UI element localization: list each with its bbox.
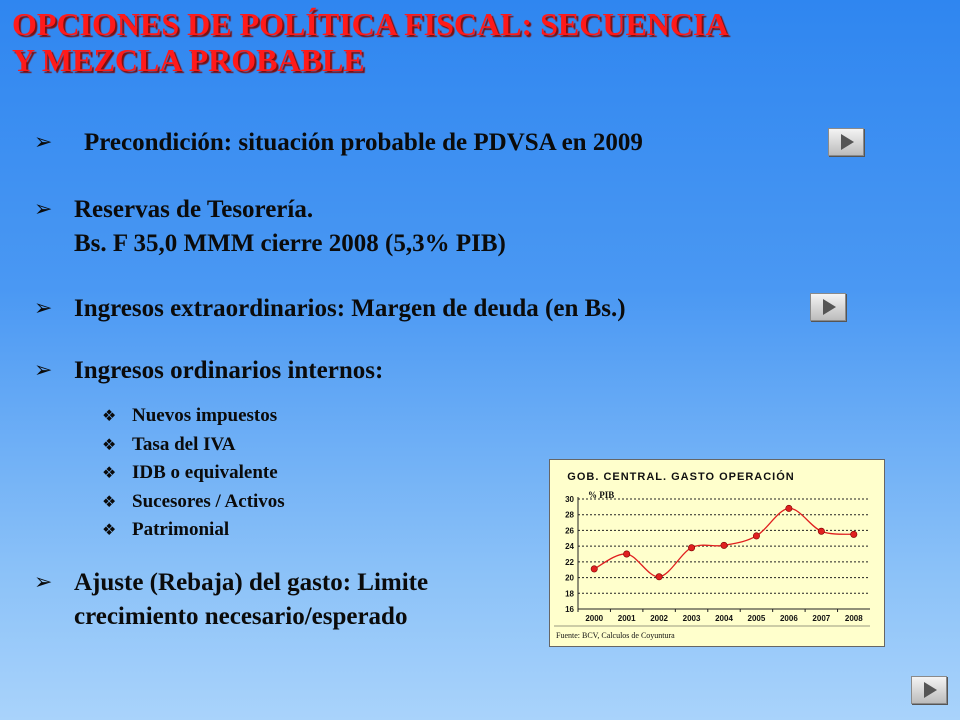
bullet-ingresos-ordinarios: ➢ Ingresos ordinarios internos: [34,354,383,388]
arrow-bullet-icon: ➢ [34,570,53,595]
list-item: ❖ Patrimonial [102,516,285,545]
chart-svg: GOB. CENTRAL. GASTO OPERACIÓN % PIB Fuen… [551,461,883,645]
data-point [817,527,825,535]
x-tick-label: 2002 [650,614,668,623]
play-button-margen-deuda[interactable] [810,293,846,321]
y-tick-label: 30 [565,495,574,504]
y-tick-label: 20 [565,574,574,583]
bullet-text: Bs. F 35,0 MMM cierre 2008 (5,3% PIB) [74,230,506,257]
list-item: ❖ IDB o equivalente [102,459,285,488]
y-tick-label: 18 [565,589,574,598]
data-point [850,530,858,538]
arrow-bullet-icon: ➢ [34,197,53,222]
data-point [752,532,760,540]
data-point [623,550,631,558]
x-tick-label: 2008 [845,614,863,623]
chart-ylabel: % PIB [588,490,614,500]
diamond-bullet-icon: ❖ [102,406,117,425]
x-tick-label: 2004 [715,614,733,623]
bullet-precondicion: ➢ Precondición: situación probable de PD… [34,126,643,160]
list-item: ❖ Sucesores / Activos [102,488,285,517]
y-tick-label: 28 [565,511,574,520]
data-point [720,541,728,549]
sub-item-list: ❖ Nuevos impuestos ❖ Tasa del IVA ❖ IDB o e… [102,402,285,545]
title-line-2: Y MEZCLA PROBABLE [12,42,365,78]
x-tick-label: 2005 [748,614,766,623]
y-tick-label: 26 [565,526,574,535]
title-line-1: OPCIONES DE POLÍTICA FISCAL: SECUENCIA [12,6,729,42]
diamond-bullet-icon: ❖ [102,520,117,539]
x-tick-label: 2006 [780,614,798,623]
bullet-text: Ajuste (Rebaja) del gasto: Limite [74,569,429,596]
y-tick-label: 22 [565,558,574,567]
y-tick-label: 16 [565,605,574,614]
bullet-text: Ingresos ordinarios internos: [74,357,384,384]
x-tick-label: 2007 [812,614,830,623]
data-point [655,573,663,581]
play-button-precondicion[interactable] [828,128,864,156]
bullet-text: Reservas de Tesorería. [74,196,314,223]
arrow-bullet-icon: ➢ [34,130,53,155]
y-tick-label: 24 [565,542,574,551]
x-tick-label: 2003 [683,614,701,623]
x-tick-label: 2000 [585,614,603,623]
arrow-bullet-icon: ➢ [34,358,53,383]
chart-title: GOB. CENTRAL. GASTO OPERACIÓN [567,470,794,483]
x-tick-label: 2001 [618,614,636,623]
plot-area: 16 18 20 22 24 26 28 30 2000 2001 2002 2003 2004 2005… [565,495,870,623]
data-point [590,565,598,573]
line-chart: GOB. CENTRAL. GASTO OPERACIÓN % PIB Fuen… [549,459,885,647]
diamond-bullet-icon: ❖ [102,434,117,454]
bullet-text: Ingresos extraordinarios: Margen de deud… [74,295,626,322]
diamond-bullet-icon: ❖ [102,491,117,511]
arrow-bullet-icon: ➢ [34,296,53,321]
data-point [688,544,696,552]
bullet-reservas: ➢ Reservas de Tesorería. Bs. F 35,0 MMM … [34,193,506,261]
bullet-ingresos-extraordinarios: ➢ Ingresos extraordinarios: Margen de de… [34,292,626,326]
list-item: ❖ Nuevos impuestos [102,402,285,431]
data-point [785,504,793,512]
slide-title: OPCIONES DE POLÍTICA FISCAL: SECUENCIA Y… [12,6,729,78]
chart-background [551,461,883,645]
bullet-text: crecimiento necesario/esperado [74,603,408,630]
bullet-ajuste-gasto: ➢ Ajuste (Rebaja) del gasto: Limite crec… [34,566,428,634]
bullet-text: Precondición: situación probable de PDVS… [84,129,643,156]
diamond-bullet-icon: ❖ [102,463,117,482]
chart-source: Fuente: BCV, Calculos de Coyuntura [556,631,675,640]
next-slide-button[interactable] [911,676,947,704]
list-item: ❖ Tasa del IVA [102,431,285,460]
